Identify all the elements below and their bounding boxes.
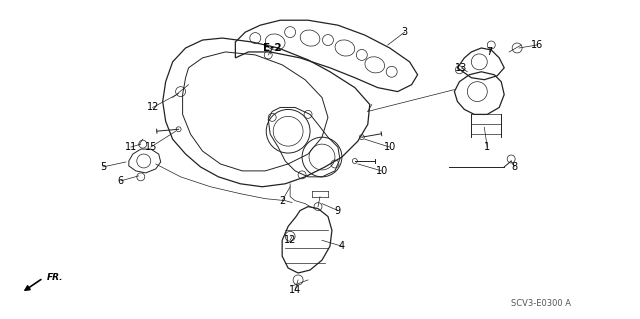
Text: 16: 16 (531, 40, 543, 50)
Text: 5: 5 (100, 162, 106, 172)
Text: FR.: FR. (47, 273, 64, 282)
Text: 13: 13 (455, 63, 467, 73)
Text: 15: 15 (145, 142, 157, 152)
Text: 14: 14 (289, 285, 301, 295)
Text: 1: 1 (484, 142, 490, 152)
Text: 11: 11 (125, 142, 137, 152)
Text: 10: 10 (383, 142, 396, 152)
Text: 8: 8 (511, 162, 517, 172)
Text: E-2: E-2 (263, 43, 282, 53)
Text: 2: 2 (279, 196, 285, 206)
Text: 6: 6 (118, 176, 124, 186)
Text: 7: 7 (486, 47, 492, 57)
Text: 4: 4 (339, 241, 345, 251)
Text: 9: 9 (335, 205, 341, 216)
Text: SCV3-E0300 A: SCV3-E0300 A (511, 299, 571, 308)
Text: 3: 3 (401, 27, 408, 37)
Text: 12: 12 (284, 235, 296, 245)
Text: 10: 10 (376, 166, 388, 176)
Text: 12: 12 (147, 102, 159, 113)
